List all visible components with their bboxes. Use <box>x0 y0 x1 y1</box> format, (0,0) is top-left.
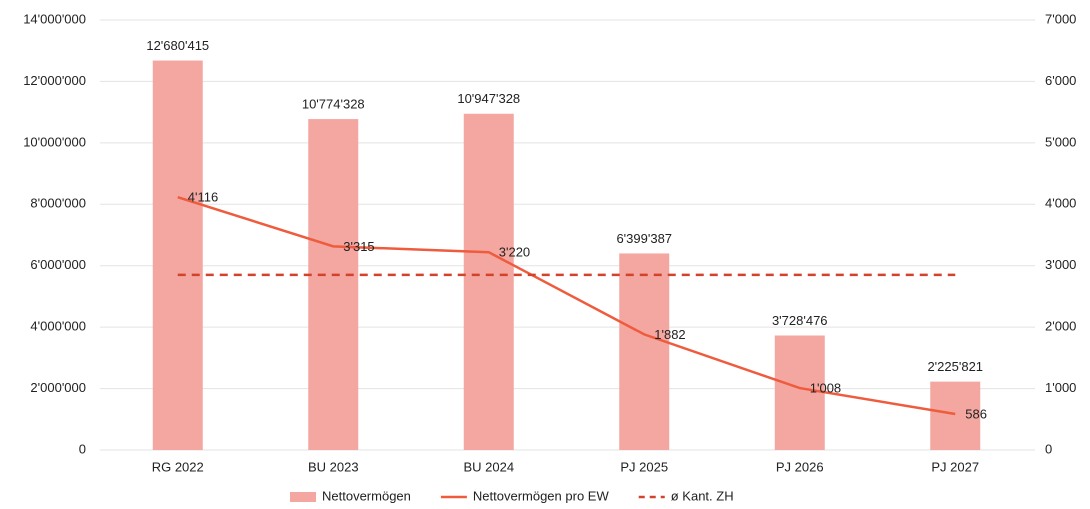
y-tick-label: 0 <box>79 441 86 456</box>
line-value-label: 1'882 <box>654 327 685 342</box>
legend-label: Nettovermögen pro EW <box>473 488 610 503</box>
bar-value-label: 10'774'328 <box>302 97 365 112</box>
bar <box>152 60 203 450</box>
y-tick-label: 10'000'000 <box>23 134 86 149</box>
x-tick-label: BU 2024 <box>463 459 514 474</box>
line-value-label: 4'116 <box>188 190 218 205</box>
x-tick-label: RG 2022 <box>152 459 204 474</box>
legend-swatch <box>290 492 316 502</box>
bar <box>619 253 670 450</box>
bar-value-label: 3'728'476 <box>772 313 828 328</box>
line-value-label: 586 <box>965 406 987 421</box>
bar-value-label: 12'680'415 <box>146 38 209 53</box>
y-tick-label: 12'000'000 <box>23 73 86 88</box>
y-tick-label: 14'000'000 <box>23 11 86 26</box>
y2-tick-label: 3'000 <box>1045 257 1076 272</box>
y2-tick-label: 2'000 <box>1045 319 1076 334</box>
x-tick-label: PJ 2026 <box>776 459 824 474</box>
x-tick-label: PJ 2027 <box>931 459 979 474</box>
line-value-label: 3'315 <box>343 239 374 254</box>
bar-value-label: 6'399'387 <box>616 231 672 246</box>
line-value-label: 3'220 <box>499 245 530 260</box>
bar-value-label: 2'225'821 <box>927 359 983 374</box>
y2-tick-label: 7'000 <box>1045 11 1076 26</box>
line-value-label: 1'008 <box>810 381 841 396</box>
legend-label: ø Kant. ZH <box>671 488 734 503</box>
x-tick-label: PJ 2025 <box>620 459 668 474</box>
bar <box>463 113 514 450</box>
legend-label: Nettovermögen <box>322 488 411 503</box>
y2-tick-label: 1'000 <box>1045 380 1076 395</box>
y-tick-label: 4'000'000 <box>30 319 86 334</box>
line <box>177 195 956 416</box>
y-tick-label: 8'000'000 <box>30 196 86 211</box>
y2-tick-label: 6'000 <box>1045 73 1076 88</box>
bar-value-label: 10'947'328 <box>457 91 520 106</box>
bar <box>308 119 359 450</box>
y2-tick-label: 0 <box>1045 441 1052 456</box>
y2-tick-label: 5'000 <box>1045 134 1076 149</box>
bar <box>774 335 825 450</box>
y2-tick-label: 4'000 <box>1045 196 1076 211</box>
x-tick-label: BU 2023 <box>308 459 359 474</box>
bar <box>930 381 981 450</box>
y-tick-label: 2'000'000 <box>30 380 86 395</box>
y-tick-label: 6'000'000 <box>30 257 86 272</box>
